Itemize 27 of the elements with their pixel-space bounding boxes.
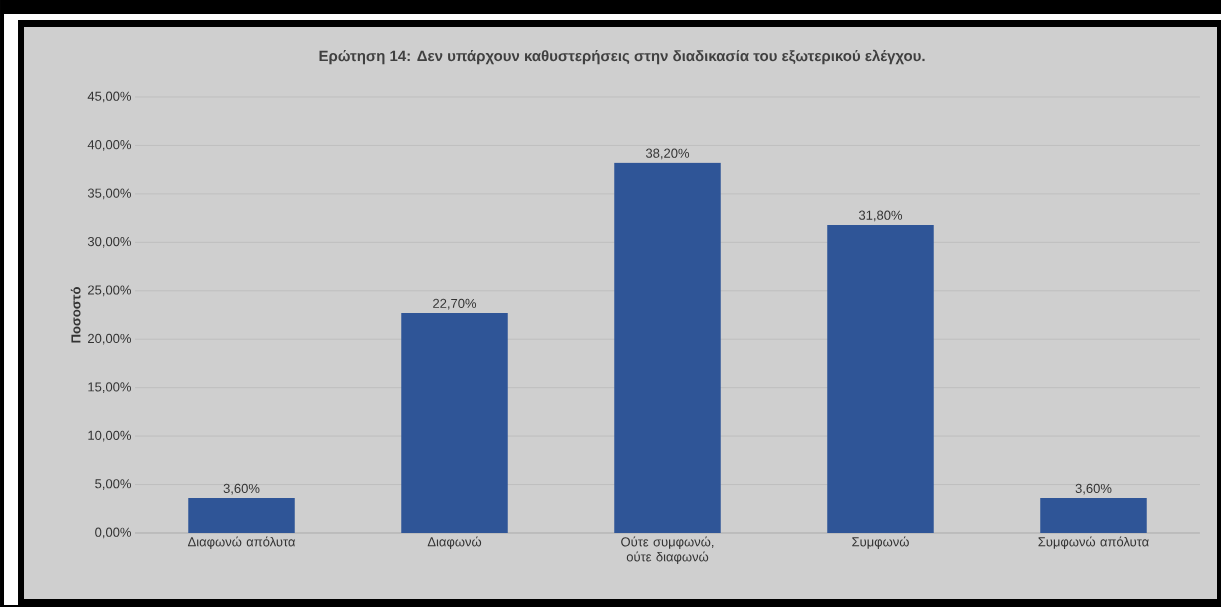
y-tick-label: 5,00% [95,479,132,490]
data-label: 31,80% [858,210,903,222]
y-tick-label: 45,00% [87,91,132,103]
y-tick-label: 15,00% [88,382,132,394]
y-tick-label: 35,00% [87,188,132,200]
x-tick-label: Ούτε συμφωνώ, ούτε διαφωνώ [621,536,714,565]
bar [401,313,508,533]
y-tick-label: 30,00% [87,236,132,248]
bar [827,224,934,533]
data-label: 38,20% [645,148,690,160]
y-axis-title: Ποσοστό [70,287,81,343]
x-tick-label: Συμφωνώ απόλυτα [1038,536,1149,550]
chart-title: Ερώτηση 14: Δεν υπάρχουν καθυστερήσεις στην διαδικασία του εξωτερικού ελέγχου. [319,49,925,65]
data-label: 3,60% [1075,483,1112,495]
y-tick-label: 25,00% [88,285,132,297]
x-tick-label: Διαφωνώ απόλυτα [187,536,296,550]
bar [1040,498,1147,533]
x-tick-label: Διαφωνώ [427,536,482,550]
x-tick-label: Συμφωνώ [852,536,909,550]
y-tick-label: 40,00% [87,140,132,151]
y-tick-label: 10,00% [88,430,132,442]
data-label: 22,70% [433,298,477,310]
bar [188,498,295,533]
bar [614,162,721,533]
y-tick-label: 20,00% [88,333,132,345]
data-label: 3,60% [223,483,260,495]
y-tick-label: 0,00% [95,527,132,539]
